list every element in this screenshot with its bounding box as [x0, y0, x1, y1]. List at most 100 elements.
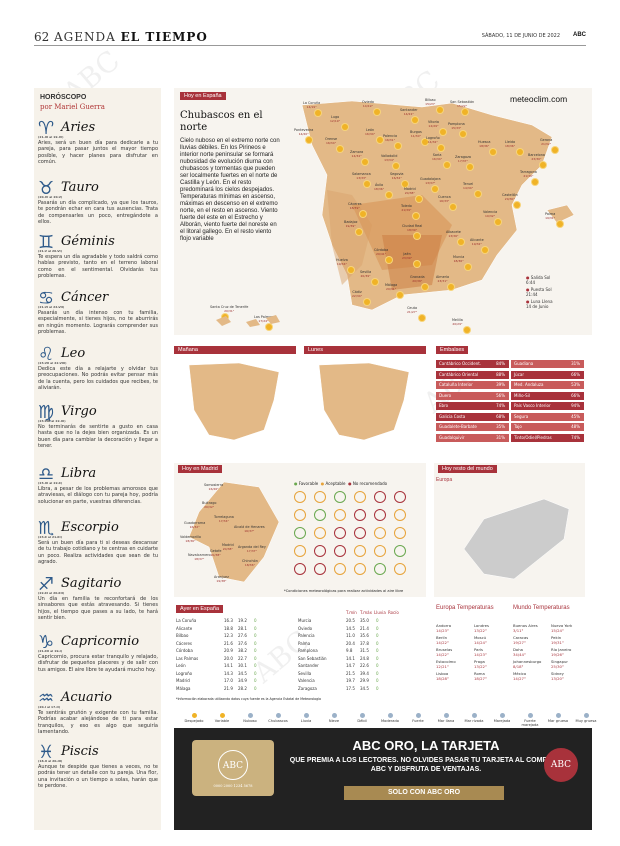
weather-icon [471, 713, 477, 718]
city-forecast: Orense 16/34° [325, 137, 338, 145]
city-forecast: Barcelona 23/30° [528, 153, 545, 161]
tag-hoy-espana: Hoy en España [180, 92, 226, 100]
city-forecast: Valladolid 13/34° [381, 154, 398, 162]
sign-text: Pasarás un día complicado, ya que los ta… [38, 200, 158, 226]
activity-icon [314, 563, 326, 575]
legend-icon-item: Fuerte [404, 713, 432, 723]
zodiac-icon: ♏ [38, 518, 55, 539]
activity-icon [294, 491, 306, 503]
sign-name: Leo [61, 346, 86, 361]
madrid-place: Madrid 20/38° [222, 543, 234, 551]
reservoir-row: Miño-Sil 66% [511, 391, 584, 400]
sun-icon [342, 124, 348, 130]
sun-icon [540, 162, 546, 168]
sun-icon [416, 196, 422, 202]
city-forecast: Almería 23/31° [436, 275, 450, 283]
activity-icon [374, 491, 386, 503]
city-forecast: Melilla 20/29° [452, 318, 463, 326]
sign-text: Dedica este día a relajarte y olvidar tu… [38, 366, 158, 392]
city-forecast: Palma 19/31° [545, 212, 556, 220]
tag-manana: Mañana [174, 346, 296, 354]
activity-icon [394, 509, 406, 521]
city-forecast: Pamplona 15/33° [448, 122, 465, 130]
activity-icon [354, 491, 366, 503]
sun-icon [348, 267, 354, 273]
city-forecast: Santa Cruz de Tenerife 20/31° [210, 305, 249, 313]
sign-name: Capricornio [61, 634, 140, 649]
sun-icon [450, 204, 456, 210]
page-header: 62 AGENDA EL TIEMPO SÁBADO, 11 DE JUNIO … [34, 30, 586, 46]
sign-text: Un día en familia te reconfortará de los… [38, 596, 158, 622]
sun-icon [438, 145, 444, 151]
sun-icon [514, 202, 520, 208]
sun-icon [467, 164, 473, 170]
city-forecast: Zamora 14/34° [350, 150, 364, 158]
reservoir-row: Duero 56% [436, 391, 509, 400]
horoscope-byline: por Mariel Guerra [40, 103, 105, 111]
city-forecast: Guadalajara 13/37° [420, 177, 441, 185]
sign-text: Te espera un día agradable y todo saldrá… [38, 254, 158, 280]
sun-icon [422, 139, 428, 145]
sun-icon [364, 299, 370, 305]
legend-icon-item: Mar llana [432, 713, 460, 723]
sun-icon [517, 149, 523, 155]
sun-icon [377, 137, 383, 143]
sun-icon [440, 129, 446, 135]
city-forecast: Oviedo 14/19° [362, 100, 374, 108]
activity-icon [334, 527, 346, 539]
sun-moon-legend: ● Puesta Sol 21:44 [526, 287, 552, 297]
weather-icon [247, 713, 253, 718]
weather-icon [275, 713, 281, 718]
legend-icon-item: Moderado [376, 713, 404, 723]
legend-icon-item: Débil [348, 713, 376, 723]
sign-name: Aries [61, 120, 96, 135]
activity-icon [294, 527, 306, 539]
activity-icon [294, 563, 306, 575]
sun-icon [413, 213, 419, 219]
zodiac-icon: ♊ [38, 232, 55, 253]
legend-icon-item: Mar rizada [460, 713, 488, 723]
activity-icon [374, 563, 386, 575]
ad-headline: ABC ORO, LA TARJETA [352, 738, 500, 753]
sign-dates: (23-IX al 22-X) [38, 481, 63, 485]
activity-icon [394, 527, 406, 539]
city-forecast: Zaragoza 17/37° [455, 155, 471, 163]
activity-icon [314, 527, 326, 539]
sun-icon [419, 315, 425, 321]
sun-icon [395, 143, 401, 149]
activity-icon [394, 491, 406, 503]
activity-icon [334, 491, 346, 503]
madrid-place: Chinchón 18/36° [242, 559, 258, 567]
city-forecast: Albacete 13/36° [446, 230, 461, 238]
sun-icon [386, 192, 392, 198]
issue-date: SÁBADO, 11 DE JUNIO DE 2022 [481, 33, 560, 39]
weather-icon [331, 713, 337, 718]
city-forecast: Teruel 14/34° [463, 182, 474, 190]
sun-icon [448, 284, 454, 290]
weather-icon [555, 713, 561, 718]
city-forecast: Ciudad Real 18/39° [402, 224, 423, 232]
mundo-temps: Mundo Temperaturas Buenos Aires 3/11° Nuev… [513, 605, 573, 681]
madrid-panel: Hoy en Madrid Somosierra 16/26° Buitrago 20… [174, 463, 426, 597]
zodiac-icon: ♍ [38, 402, 55, 423]
activity-icon [374, 527, 386, 539]
sign-text: Será un buen día para ti si deseas desca… [38, 540, 158, 566]
ayer-table: T.mín T.máx Lluvia Rocío La Coruña 16.3 19.2 0 A… [176, 610, 399, 691]
sign-dates: (20-I al 17-II) [38, 705, 61, 709]
sun-icon [432, 186, 438, 192]
zodiac-icon: ♌ [38, 344, 55, 365]
ad-cta-button[interactable]: SOLO CON ABC ORO [344, 786, 504, 800]
abc-oro-ad[interactable]: ABC 0000 2000 1234 5678 ABC ORO, LA TARJ… [174, 728, 592, 830]
madrid-place: Aranjuez 19/38° [214, 575, 229, 583]
sign-text: Aunque te despide que tienes a veces, no… [38, 764, 158, 790]
sign-name: Libra [61, 466, 97, 481]
weather-icon-legend: Despejado Variable Nuboso Chubascos Lluvia Ni… [180, 713, 600, 727]
weather-icon [191, 713, 197, 718]
weather-icon [583, 713, 589, 718]
reservoir-row: Guadalquivir 31% [436, 433, 509, 442]
activity-icon [314, 491, 326, 503]
sun-icon [356, 229, 362, 235]
weather-icon [499, 713, 505, 718]
legend-icon-item: Nuboso [236, 713, 264, 723]
map-lunes: Lunes [304, 346, 426, 454]
